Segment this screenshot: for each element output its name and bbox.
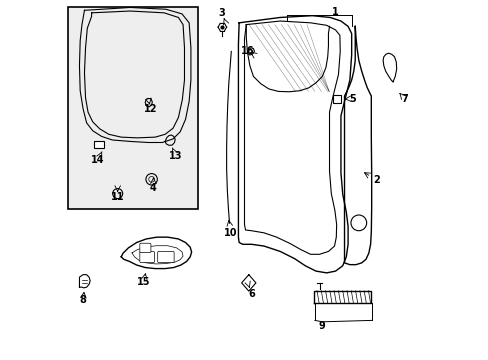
Text: 6: 6 bbox=[248, 289, 255, 298]
Text: 12: 12 bbox=[143, 104, 157, 113]
Text: 10: 10 bbox=[224, 228, 237, 238]
Text: 11: 11 bbox=[111, 192, 124, 202]
Text: 7: 7 bbox=[400, 94, 407, 104]
Text: 2: 2 bbox=[372, 175, 379, 185]
Text: 14: 14 bbox=[91, 155, 104, 165]
FancyBboxPatch shape bbox=[67, 7, 198, 208]
Text: 15: 15 bbox=[137, 277, 150, 287]
Text: 4: 4 bbox=[150, 183, 157, 193]
FancyBboxPatch shape bbox=[140, 251, 154, 262]
Text: 9: 9 bbox=[318, 321, 325, 331]
Text: 16: 16 bbox=[241, 46, 254, 56]
FancyBboxPatch shape bbox=[332, 95, 340, 103]
FancyBboxPatch shape bbox=[140, 243, 151, 252]
FancyBboxPatch shape bbox=[94, 141, 104, 148]
Text: 13: 13 bbox=[169, 152, 183, 161]
Text: 5: 5 bbox=[348, 94, 355, 104]
FancyBboxPatch shape bbox=[157, 251, 174, 262]
Text: 1: 1 bbox=[331, 7, 338, 17]
Text: 8: 8 bbox=[80, 296, 86, 305]
Text: 3: 3 bbox=[218, 8, 225, 18]
